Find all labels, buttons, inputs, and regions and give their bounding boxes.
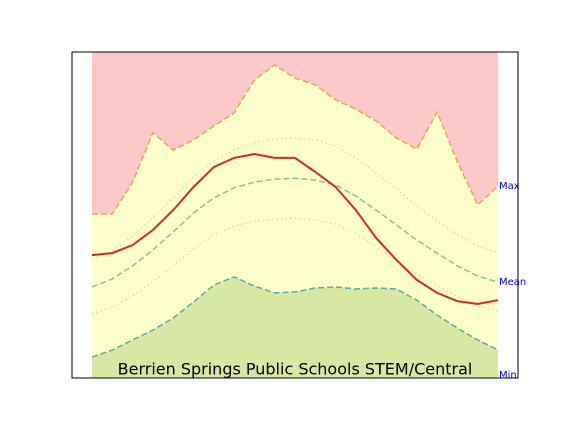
below-min-area	[92, 276, 498, 378]
series-label: Min	[499, 370, 517, 381]
above-max-area	[92, 52, 498, 214]
series-label: Mean	[499, 277, 526, 288]
series-label: Max	[499, 181, 520, 192]
band-line	[91, 217, 499, 315]
max-min-area	[92, 65, 498, 358]
band-line	[91, 137, 499, 261]
series-line	[92, 64, 499, 215]
band-line	[91, 152, 499, 306]
series-line	[91, 177, 499, 288]
series-line	[91, 276, 499, 358]
chart-title: Berrien Springs Public Schools STEM/Cent…	[118, 360, 473, 379]
plot-frame	[71, 51, 519, 379]
